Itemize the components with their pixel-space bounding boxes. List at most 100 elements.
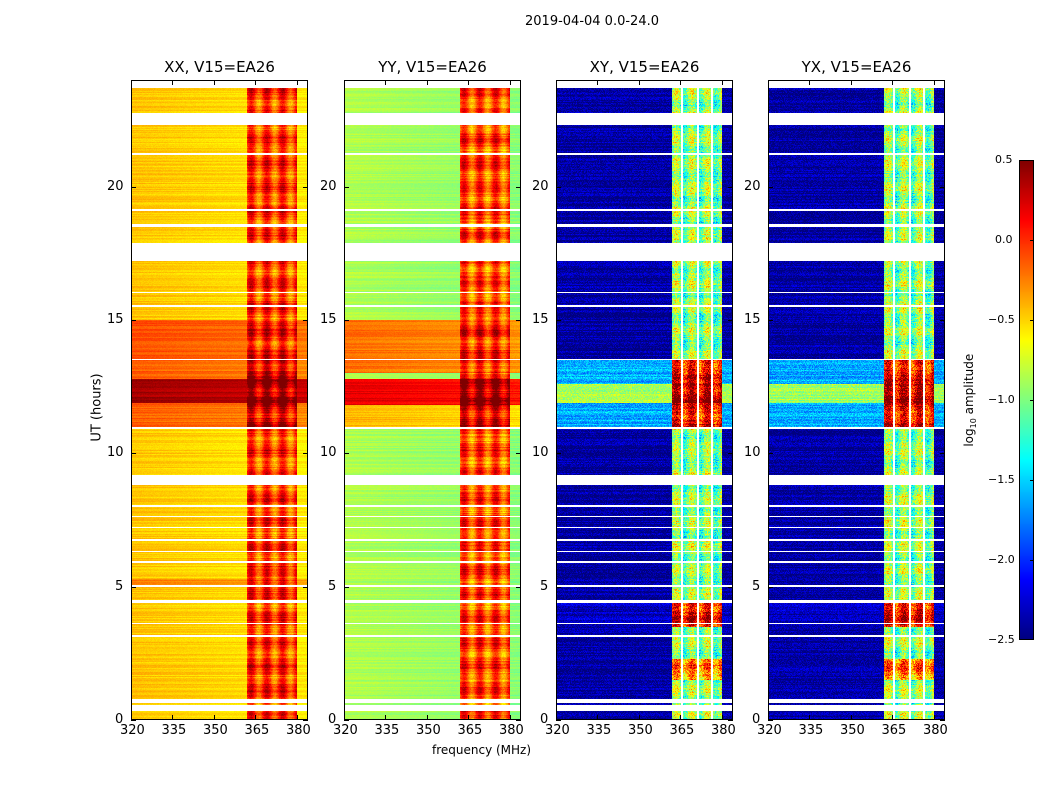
y-tick-mark (516, 320, 521, 321)
x-tick-label: 335 (586, 723, 612, 738)
y-tick-label: 20 (320, 178, 337, 194)
colorbar-tick-label: −2.5 (988, 633, 1015, 646)
y-tick-label: 5 (540, 578, 549, 594)
x-tick-label: 380 (285, 723, 311, 738)
x-tick-mark (131, 715, 132, 720)
panel-frame (556, 80, 733, 720)
x-tick-mark (638, 80, 640, 85)
y-tick-label: 10 (532, 445, 549, 461)
x-tick-label: 380 (922, 723, 948, 738)
x-tick-mark (385, 715, 387, 720)
x-tick-mark (296, 715, 298, 720)
x-tick-mark (892, 80, 894, 85)
x-tick-mark (426, 715, 428, 720)
y-tick-mark (131, 720, 136, 721)
colorbar-label-main: log (961, 428, 976, 447)
y-tick-mark (344, 586, 349, 588)
x-tick-label: 320 (545, 723, 570, 738)
x-tick-label: 380 (710, 723, 736, 738)
x-tick-mark (850, 715, 852, 720)
x-tick-mark (509, 715, 511, 720)
x-tick-mark (255, 715, 257, 720)
x-tick-mark (385, 80, 387, 85)
y-tick-mark (940, 320, 945, 321)
x-tick-mark (213, 80, 215, 85)
x-tick-mark (850, 80, 852, 85)
panel-frame (131, 80, 308, 720)
y-tick-mark (940, 586, 945, 588)
y-tick-mark (131, 586, 136, 588)
colorbar-label-sub: 10 (969, 418, 979, 429)
y-tick-label: 15 (744, 312, 761, 327)
x-tick-mark (809, 715, 811, 720)
x-tick-mark (680, 715, 682, 720)
panel-title: XY, V15=EA26 (589, 58, 700, 76)
y-tick-label: 20 (532, 178, 549, 194)
y-tick-mark (131, 320, 136, 321)
y-tick-mark (768, 720, 773, 721)
x-tick-label: 365 (669, 723, 695, 738)
y-tick-label: 20 (744, 178, 761, 194)
heatmap-cells (768, 80, 945, 720)
x-tick-mark (892, 715, 894, 720)
panel-frame (344, 80, 521, 720)
heatmap-cells (344, 80, 521, 720)
y-tick-mark (940, 453, 945, 455)
x-tick-label: 320 (757, 723, 782, 738)
x-tick-mark (426, 80, 428, 85)
y-tick-label: 10 (107, 445, 124, 461)
y-tick-label: 0 (540, 712, 549, 727)
y-tick-mark (728, 453, 733, 455)
x-tick-mark (597, 80, 599, 85)
y-tick-mark (344, 186, 349, 188)
colorbar-tick-mark (1030, 320, 1034, 321)
x-tick-label: 365 (244, 723, 270, 738)
colorbar-tick-mark (1030, 639, 1034, 640)
x-tick-mark (638, 715, 640, 720)
figure-title: 2019-04-04 0.0-24.0 (525, 14, 659, 29)
y-tick-mark (556, 186, 561, 188)
y-tick-mark (556, 720, 561, 721)
y-tick-mark (768, 320, 773, 321)
x-tick-mark (556, 715, 557, 720)
x-tick-label: 335 (798, 723, 824, 738)
y-tick-mark (768, 186, 773, 188)
x-tick-mark (344, 715, 345, 720)
x-tick-label: 335 (374, 723, 400, 738)
heatmap-cells (131, 80, 308, 720)
x-tick-label: 350 (839, 723, 865, 738)
x-tick-mark (721, 80, 723, 85)
x-tick-mark (468, 715, 470, 720)
x-tick-label: 350 (202, 723, 228, 738)
y-tick-mark (516, 186, 521, 188)
x-tick-label: 335 (161, 723, 187, 738)
x-tick-label: 350 (627, 723, 653, 738)
colorbar-tick-mark (1030, 240, 1034, 241)
colorbar (1019, 160, 1034, 640)
panel-frame (768, 80, 945, 720)
y-tick-mark (728, 586, 733, 588)
x-tick-mark (721, 715, 723, 720)
y-tick-label: 0 (752, 712, 761, 727)
colorbar-tick-label: 0.0 (995, 233, 1013, 246)
panel-title: YX, V15=EA26 (801, 58, 912, 76)
x-tick-mark (468, 80, 470, 85)
x-tick-mark (556, 80, 557, 85)
colorbar-tick-label: −1.5 (988, 473, 1015, 486)
x-tick-label: 380 (498, 723, 524, 738)
y-tick-mark (516, 586, 521, 588)
y-tick-label: 5 (115, 578, 124, 594)
x-tick-mark (809, 80, 811, 85)
y-tick-mark (516, 720, 521, 721)
y-tick-mark (728, 320, 733, 321)
y-tick-mark (344, 320, 349, 321)
x-tick-mark (933, 715, 935, 720)
y-tick-label: 5 (328, 578, 337, 594)
y-tick-mark (940, 186, 945, 188)
heatmap-panel-yx (768, 80, 945, 721)
colorbar-tick-label: 0.5 (995, 153, 1013, 166)
panel-title: XX, V15=EA26 (164, 58, 275, 76)
x-tick-label: 365 (881, 723, 907, 738)
colorbar-gradient (1019, 160, 1034, 640)
